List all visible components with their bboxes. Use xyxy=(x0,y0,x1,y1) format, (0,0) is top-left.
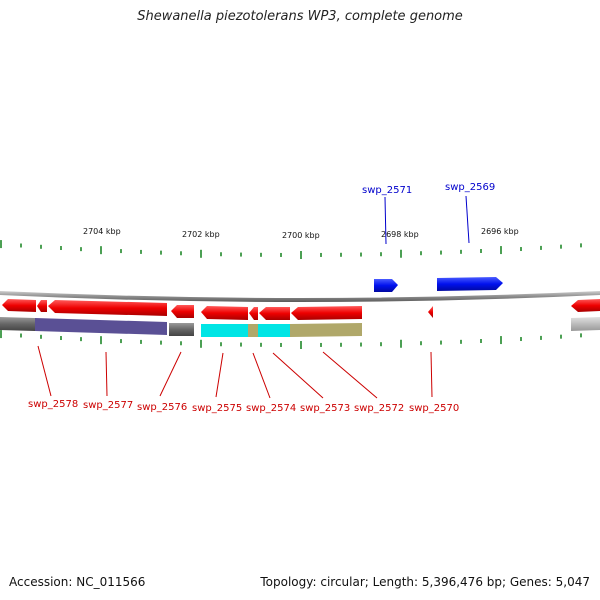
ruler-label: 2700 kbp xyxy=(282,231,320,240)
gene-arrow-swp-2576[interactable] xyxy=(171,305,194,318)
ruler-label: 2696 kbp xyxy=(481,227,519,236)
reverse-gene-label-texts: swp_2578 swp_2577 swp_2576 swp_2575 swp_… xyxy=(28,399,459,414)
domain-block xyxy=(201,324,248,337)
ruler-label: 2704 kbp xyxy=(83,227,121,236)
ruler-label: 2702 kbp xyxy=(182,230,220,239)
domain-block xyxy=(169,323,194,336)
domain-block xyxy=(35,318,167,335)
gene-arrow-swp-2574[interactable] xyxy=(259,307,290,320)
gene-label-swp-2572[interactable]: swp_2572 xyxy=(354,403,404,414)
gene-arrow-swp-2575[interactable] xyxy=(201,306,248,320)
gene-label-swp-2569[interactable]: swp_2569 xyxy=(445,182,495,193)
genome-summary: Topology: circular; Length: 5,396,476 bp… xyxy=(260,575,590,589)
reverse-strand-genes xyxy=(2,299,600,320)
gene-label-swp-2574[interactable]: swp_2574 xyxy=(246,403,296,414)
gene-label-swp-2577[interactable]: swp_2577 xyxy=(83,400,133,411)
ruler-label: 2698 kbp xyxy=(381,230,419,239)
gene-label-swp-2575[interactable]: swp_2575 xyxy=(192,403,242,414)
forward-strand-genes xyxy=(374,277,503,292)
domain-block xyxy=(248,324,258,337)
gene-label-swp-2573[interactable]: swp_2573 xyxy=(300,403,350,414)
domain-block xyxy=(0,317,35,331)
gene-arrow-swp-2573[interactable] xyxy=(291,306,362,320)
gene-arrow-swp-2570[interactable] xyxy=(428,306,433,318)
domain-block xyxy=(571,317,600,331)
reverse-gene-labels xyxy=(37,345,433,399)
gene-label-swp-2570[interactable]: swp_2570 xyxy=(409,403,459,414)
ruler-labels: 2704 kbp 2702 kbp 2700 kbp 2698 kbp 2696… xyxy=(83,227,519,240)
domain-track xyxy=(0,317,600,337)
gene-arrow-swp-2578b[interactable] xyxy=(37,300,47,312)
gene-label-swp-2571[interactable]: swp_2571 xyxy=(362,185,412,196)
forward-gene-labels: swp_2571 swp_2569 xyxy=(362,182,495,245)
ruler-ticks-bottom xyxy=(0,330,582,349)
domain-block xyxy=(258,324,290,337)
genome-title: Shewanella piezotolerans WP3, complete g… xyxy=(137,9,463,24)
gene-arrow-swp-2575b[interactable] xyxy=(249,307,258,320)
domain-block xyxy=(290,323,362,337)
accession-label: Accession: NC_011566 xyxy=(9,575,146,589)
genome-backbone xyxy=(0,291,600,302)
gene-label-swp-2578[interactable]: swp_2578 xyxy=(28,399,78,410)
gene-arrow-swp-2571[interactable] xyxy=(374,279,398,292)
gene-arrow-swp-2577[interactable] xyxy=(48,300,167,316)
gene-arrow-swp-2578[interactable] xyxy=(2,299,36,312)
ruler-ticks-top xyxy=(0,240,582,259)
gene-arrow-swp-2569[interactable] xyxy=(437,277,503,291)
gene-arrow-right-edge[interactable] xyxy=(571,299,600,312)
gene-label-swp-2576[interactable]: swp_2576 xyxy=(137,402,187,413)
